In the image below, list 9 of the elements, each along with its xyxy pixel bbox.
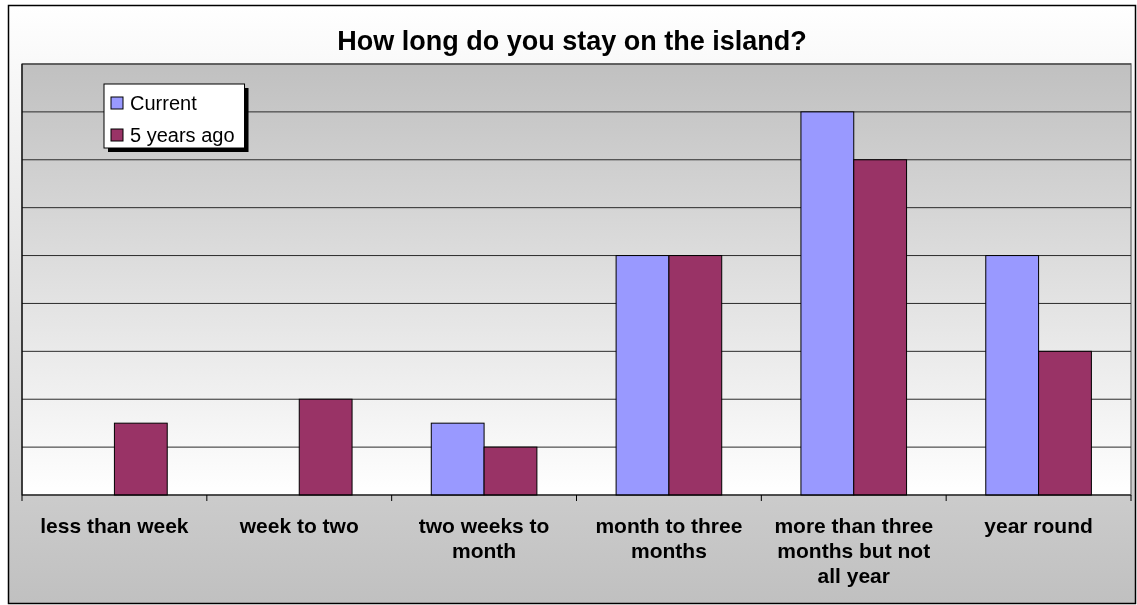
- x-tick-label: less than week: [40, 514, 189, 537]
- x-tick-label: two weeks to month: [418, 514, 550, 562]
- x-tick-label: year round: [984, 514, 1093, 537]
- chart-title: How long do you stay on the island?: [337, 26, 807, 56]
- x-tick-label: month to three months: [595, 514, 743, 562]
- legend-label: Current: [130, 92, 198, 114]
- x-tick-label: week to two: [238, 514, 359, 537]
- legend-label: 5 years ago: [130, 124, 235, 146]
- x-tick-label: more than three months but not all year: [774, 514, 934, 587]
